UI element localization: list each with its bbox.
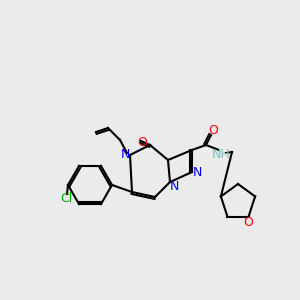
- Text: N: N: [169, 179, 179, 193]
- Text: O: O: [244, 216, 254, 229]
- Text: O: O: [137, 136, 147, 149]
- Text: Cl: Cl: [60, 193, 72, 206]
- Text: O: O: [208, 124, 218, 137]
- Text: N: N: [192, 166, 202, 178]
- Text: NH: NH: [212, 148, 230, 161]
- Text: N: N: [120, 148, 130, 161]
